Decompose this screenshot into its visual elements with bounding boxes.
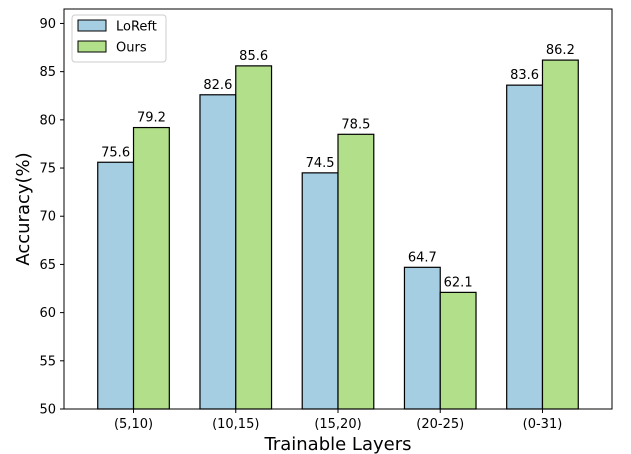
bar-ours-4	[541, 59, 579, 410]
x-tick-label: (10,15)	[212, 417, 259, 432]
bar-ours-3	[439, 291, 477, 410]
bar-ours-1	[235, 65, 273, 410]
bar-loreft-2	[301, 172, 339, 410]
x-axis: (5,10) (10,15) (15,20) (20-25) (0-31)	[114, 409, 562, 432]
bar-ours-0	[132, 126, 170, 410]
data-label: 62.1	[444, 275, 473, 290]
y-tick-label: 55	[39, 354, 56, 369]
x-tick-label: (20-25)	[416, 417, 464, 432]
y-tick-label: 65	[39, 258, 56, 273]
plot-frame	[63, 8, 613, 410]
bar-loreft-4	[506, 84, 544, 410]
data-label: 78.5	[341, 117, 370, 132]
legend-label: LoReft	[116, 20, 157, 35]
bar-ours-2	[337, 133, 375, 410]
y-tick-label: 70	[39, 210, 56, 225]
legend-label: Ours	[116, 41, 147, 56]
y-axis-title: Accuracy(%)	[13, 152, 34, 265]
data-label: 75.6	[101, 145, 130, 160]
data-label: 74.5	[306, 156, 335, 171]
y-axis: 50 55 60 65 70 75 80 85 90	[39, 17, 64, 418]
legend-swatch-loreft	[77, 19, 107, 32]
y-tick-label: 60	[39, 306, 56, 321]
data-label: 85.6	[239, 49, 268, 64]
bar-loreft-3	[403, 266, 441, 410]
y-tick-label: 80	[39, 113, 56, 128]
legend-swatch-ours	[77, 40, 107, 53]
x-tick-label: (0-31)	[523, 417, 563, 432]
x-tick-label: (5,10)	[114, 417, 153, 432]
y-tick-label: 75	[39, 162, 56, 177]
data-label: 86.2	[546, 43, 575, 58]
data-label: 82.6	[203, 78, 232, 93]
data-label: 79.2	[137, 111, 166, 126]
x-axis-title: Trainable Layers	[263, 434, 411, 454]
y-tick-label: 90	[39, 17, 56, 32]
legend: LoReft Ours	[71, 14, 167, 63]
y-tick-label: 50	[39, 403, 56, 418]
bar-loreft-0	[97, 161, 135, 410]
y-tick-label: 85	[39, 65, 56, 80]
data-label: 83.6	[510, 68, 539, 83]
x-tick-label: (15,20)	[314, 417, 361, 432]
bar-loreft-1	[199, 94, 237, 410]
bar-series	[97, 59, 579, 410]
data-labels: 75.6 79.2 82.6 85.6 74.5 78.5 64.7 62.1 83.6 86.2	[101, 43, 575, 290]
data-label: 64.7	[408, 250, 437, 265]
